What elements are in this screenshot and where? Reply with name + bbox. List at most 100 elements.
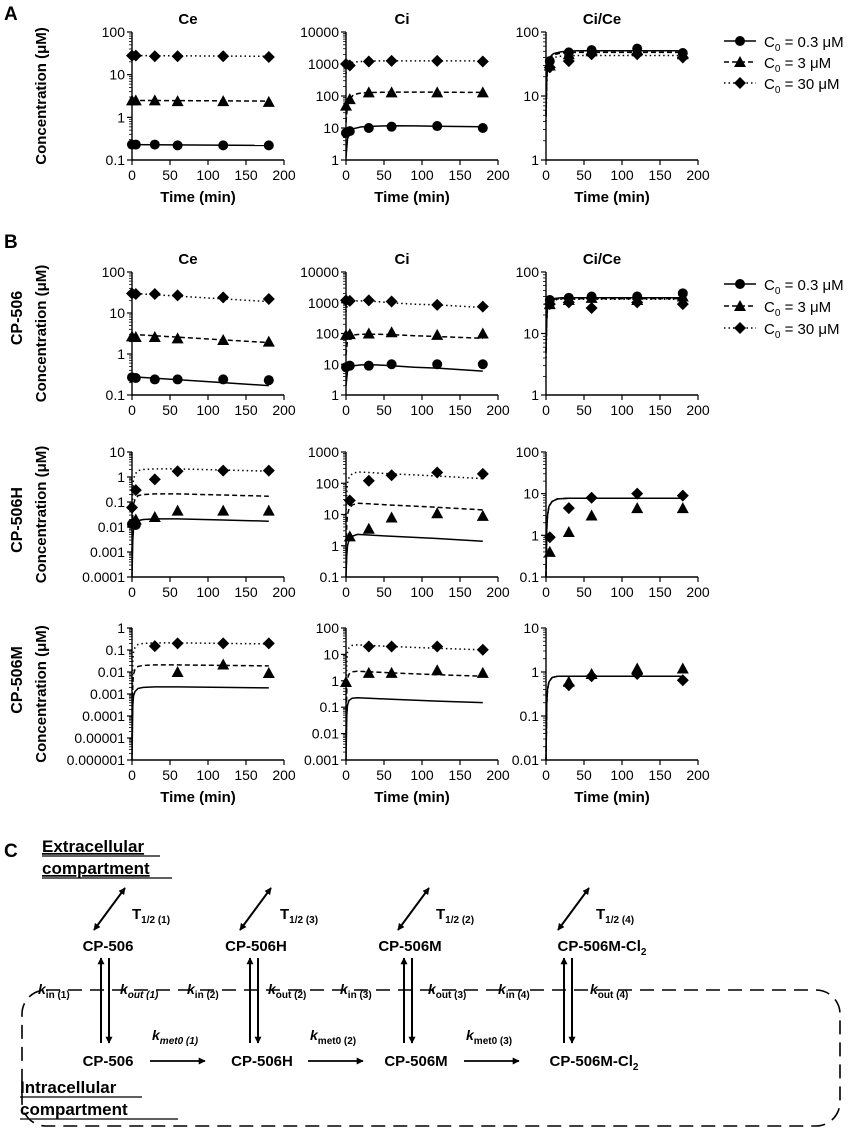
y-tick-label: 0.1 [106, 152, 126, 168]
x-tick-label: 150 [234, 402, 258, 418]
data-point-triangle [262, 95, 275, 107]
data-point-diamond [362, 640, 375, 653]
y-tick-label: 0.1 [320, 699, 340, 715]
data-point-diamond [431, 640, 444, 653]
x-tick-label: 200 [272, 402, 296, 418]
y-tick-label: 10 [109, 444, 125, 460]
chart-b1-ci: 1 10 100 1000 10000 0 50 100 150 200 Ci [300, 251, 510, 418]
data-point-circle [344, 360, 355, 371]
data-point-circle [263, 140, 274, 151]
fit-line-dotted [545, 54, 683, 122]
series-triangle [340, 86, 489, 123]
data-point-circle [130, 139, 141, 150]
x-tick-label: 150 [648, 167, 672, 183]
row-label-cp506: CP-506 [9, 291, 26, 345]
extracellular-label-line1: Extracellular [42, 837, 144, 856]
data-point-triangle [340, 99, 352, 111]
series-circle [127, 372, 274, 387]
x-tick-label: 150 [234, 167, 258, 183]
data-point-circle [386, 359, 397, 370]
series-triangle [129, 493, 275, 553]
data-point-circle [432, 359, 443, 370]
series-circle [341, 359, 488, 386]
data-point-diamond [676, 51, 689, 64]
fit-line-dashed [345, 502, 483, 546]
y-tick-label: 10000 [300, 24, 339, 40]
x-tick-label: 0 [342, 767, 350, 783]
chart-title: Ce [178, 11, 197, 28]
legend-b: C0 = 0.3 μM C0 = 3 μM C0 = 30 μM [724, 277, 844, 341]
legend-text: C0 = 30 μM [764, 321, 840, 341]
data-point-diamond [585, 48, 598, 61]
series-diamond [545, 668, 689, 761]
data-point-triangle [148, 511, 161, 523]
data-point-triangle [262, 335, 275, 347]
y-axis-label: Concentration (μM) [33, 625, 50, 763]
y-tick-label: 10 [323, 356, 339, 372]
data-point-circle [477, 123, 488, 133]
y-axis-label: Concentration (μM) [33, 265, 50, 403]
data-point-diamond [129, 484, 142, 497]
y-tick-label: 1 [531, 664, 539, 680]
x-tick-label: 150 [448, 584, 472, 600]
y-tick-label: 1000 [308, 444, 339, 460]
data-point-circle [432, 121, 443, 132]
panel-label-c: C [4, 841, 18, 862]
diagram-column-cp506m: T1/2 (2) CP-506M kin (3) kout (3) CP-506… [340, 887, 474, 1070]
legend-marker-triangle [734, 300, 746, 311]
data-point-diamond [148, 640, 161, 653]
y-axis-label: Concentration (μM) [33, 446, 50, 584]
y-tick-label: 100 [316, 620, 340, 636]
degradation-arrow [397, 887, 430, 931]
data-point-diamond [385, 640, 398, 653]
data-point-triangle [217, 658, 230, 670]
data-point-triangle [585, 509, 598, 521]
legend-b-entry-1: C0 = 0.3 μM [724, 277, 844, 297]
y-tick-label: 10 [323, 120, 339, 136]
x-axis-label: Time (min) [374, 789, 450, 806]
x-tick-label: 50 [376, 584, 392, 600]
data-point-triangle [385, 511, 398, 523]
data-point-diamond [262, 50, 275, 63]
x-axis-label: Time (min) [574, 789, 650, 806]
data-point-circle [149, 139, 160, 150]
chart-title: Ci/Ce [583, 251, 621, 268]
x-tick-label: 200 [486, 402, 510, 418]
series-triangle [340, 664, 489, 734]
y-tick-label: 0.1 [106, 387, 126, 403]
series-circle [127, 139, 274, 151]
y-tick-label: 1 [531, 152, 539, 168]
x-tick-label: 0 [342, 402, 350, 418]
fit-line-solid [131, 686, 269, 761]
y-tick-label: 100 [316, 326, 340, 342]
y-tick-label: 10000 [300, 264, 339, 280]
x-tick-label: 0 [342, 167, 350, 183]
y-tick-label: 10 [109, 67, 125, 83]
y-tick-label: 10 [523, 486, 539, 502]
data-point-triangle [385, 326, 398, 338]
y-tick-label: 0.1 [106, 642, 126, 658]
x-tick-label: 150 [448, 767, 472, 783]
x-tick-label: 50 [376, 767, 392, 783]
data-point-circle [172, 140, 183, 151]
y-tick-label: 1 [331, 538, 339, 554]
kin-label: kin (2) [187, 981, 219, 1001]
chart-b2-cice: 0.1 1 10 100 0 50 100 150 200 [516, 444, 710, 600]
x-tick-label: 150 [448, 167, 472, 183]
extracellular-species: CP-506H [225, 938, 287, 955]
fit-line-solid [345, 533, 483, 578]
legend-b-entry-2: C0 = 3 μM [724, 299, 831, 319]
data-point-triangle [362, 86, 375, 98]
chart-b1-cice: 1 10 100 0 50 100 150 200 Ci/Ce [516, 251, 710, 418]
chart-a-cice: 1 10 100 0 50 100 150 200 Ci/Ce Time (min) [516, 11, 710, 206]
kout-label: kout (1) [120, 981, 159, 1001]
diagram-column-cp506h: T1/2 (3) CP-506H kin (2) kout (2) CP-506… [187, 887, 318, 1070]
chart-b1-ce: 0.1 1 10 100 0 50 100 150 200 Ce Concentration (μM… [33, 251, 296, 418]
data-point-circle [172, 374, 183, 385]
chart-title: Ce [178, 251, 197, 268]
data-point-triangle [676, 662, 689, 674]
y-tick-label: 0.1 [320, 569, 340, 585]
extracellular-species: CP-506M-Cl2 [558, 938, 647, 958]
y-tick-label: 1 [117, 469, 125, 485]
x-tick-label: 0 [128, 584, 136, 600]
